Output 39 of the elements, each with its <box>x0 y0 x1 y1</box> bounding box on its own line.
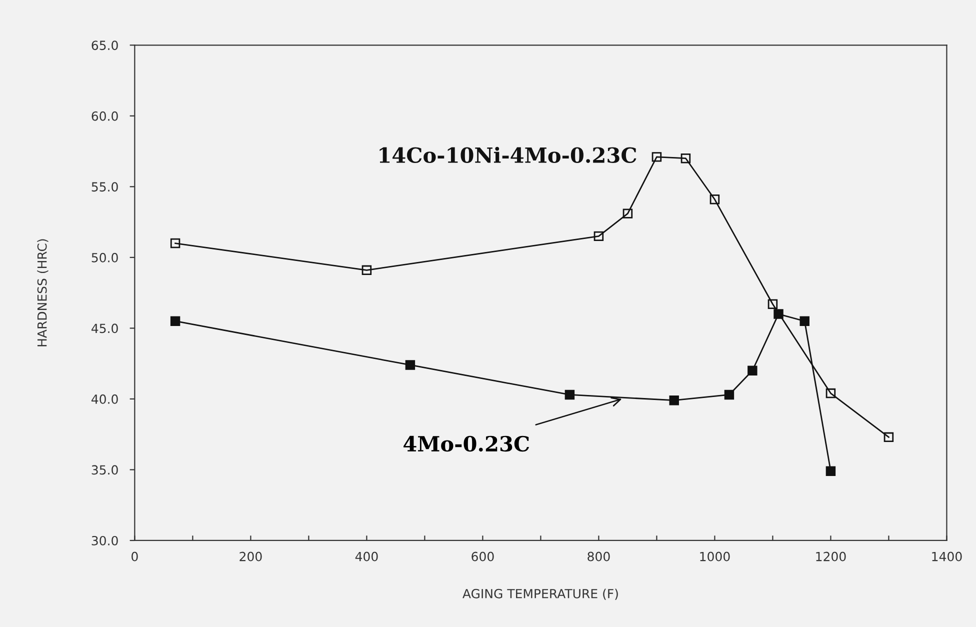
text: 4Mo-0.23C <box>404 436 530 452</box>
x-axis-title: AGING TEMPERATURE (F) <box>462 588 618 600</box>
point <box>826 466 836 476</box>
y-axis-title: HARDNESS (HRC) <box>37 239 48 346</box>
point <box>170 238 180 248</box>
point <box>710 194 720 204</box>
x-tick-label: 0 <box>132 552 138 562</box>
point <box>884 432 894 442</box>
point <box>724 390 734 400</box>
x-tick-label: 400 <box>355 552 378 562</box>
x-tick-label: 200 <box>240 552 262 562</box>
y-tick-label: 55.0 <box>92 182 118 192</box>
y-tick-label: 65.0 <box>92 40 118 50</box>
point <box>748 366 758 376</box>
point <box>405 360 416 370</box>
point <box>669 396 679 406</box>
y-tick-label: 45.0 <box>91 324 118 334</box>
x-tick-label: 1000 <box>700 552 730 562</box>
x-tick-label: 600 <box>472 552 494 562</box>
point <box>768 299 778 309</box>
y-tick-label: 35.0 <box>92 465 118 475</box>
x-tick-label: 1200 <box>816 552 846 562</box>
point <box>652 152 662 162</box>
series-label: 14Co-10Ni-4Mo-0.23C <box>380 146 636 163</box>
y-tick-label: 40.0 <box>91 394 118 404</box>
point <box>362 265 372 276</box>
point <box>680 154 691 164</box>
y-tick-label: 30.0 <box>92 536 118 546</box>
point <box>594 231 604 242</box>
y-tick-label: 60.0 <box>92 111 118 121</box>
point <box>774 309 784 319</box>
point <box>800 316 810 326</box>
point <box>564 390 575 400</box>
point <box>826 388 836 398</box>
y-tick-label: 50.0 <box>92 252 118 262</box>
x-tick-label: 800 <box>588 552 610 562</box>
point <box>170 316 180 326</box>
point <box>622 208 633 218</box>
x-tick-label: 1400 <box>932 552 962 562</box>
